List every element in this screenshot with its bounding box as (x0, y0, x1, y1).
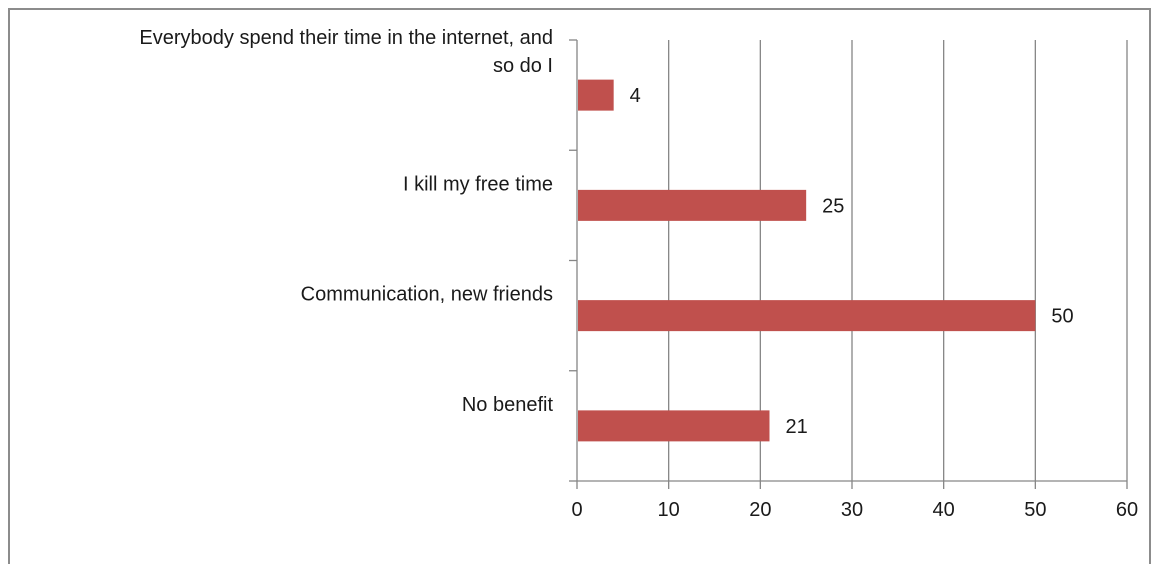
category-label-2: Communication, new friends (301, 284, 553, 306)
category-label-3: No benefit (462, 394, 554, 416)
bar-3 (578, 410, 770, 442)
x-tick-label-1: 10 (658, 499, 680, 521)
data-label-0: 4 (630, 85, 641, 107)
x-tick-label-5: 50 (1024, 499, 1046, 521)
category-label-line: No benefit (462, 394, 554, 416)
data-label-1: 25 (822, 195, 844, 217)
category-label-line: I kill my free time (403, 173, 553, 195)
data-label-3: 21 (786, 416, 808, 438)
category-label-0: Everybody spend their time in the intern… (139, 27, 553, 77)
bar-2 (578, 300, 1036, 332)
bar-1 (578, 189, 807, 221)
category-label-line: Communication, new friends (301, 284, 553, 306)
category-label-1: I kill my free time (403, 173, 553, 195)
x-tick-label-6: 60 (1116, 499, 1138, 521)
x-tick-label-3: 30 (841, 499, 863, 521)
bar-0 (578, 79, 614, 111)
category-label-line: so do I (493, 55, 553, 77)
x-tick-label-0: 0 (571, 499, 582, 521)
x-tick-label-2: 20 (749, 499, 771, 521)
data-label-2: 50 (1051, 306, 1073, 328)
x-tick-label-4: 40 (933, 499, 955, 521)
category-label-line: Everybody spend their time in the intern… (139, 27, 553, 49)
